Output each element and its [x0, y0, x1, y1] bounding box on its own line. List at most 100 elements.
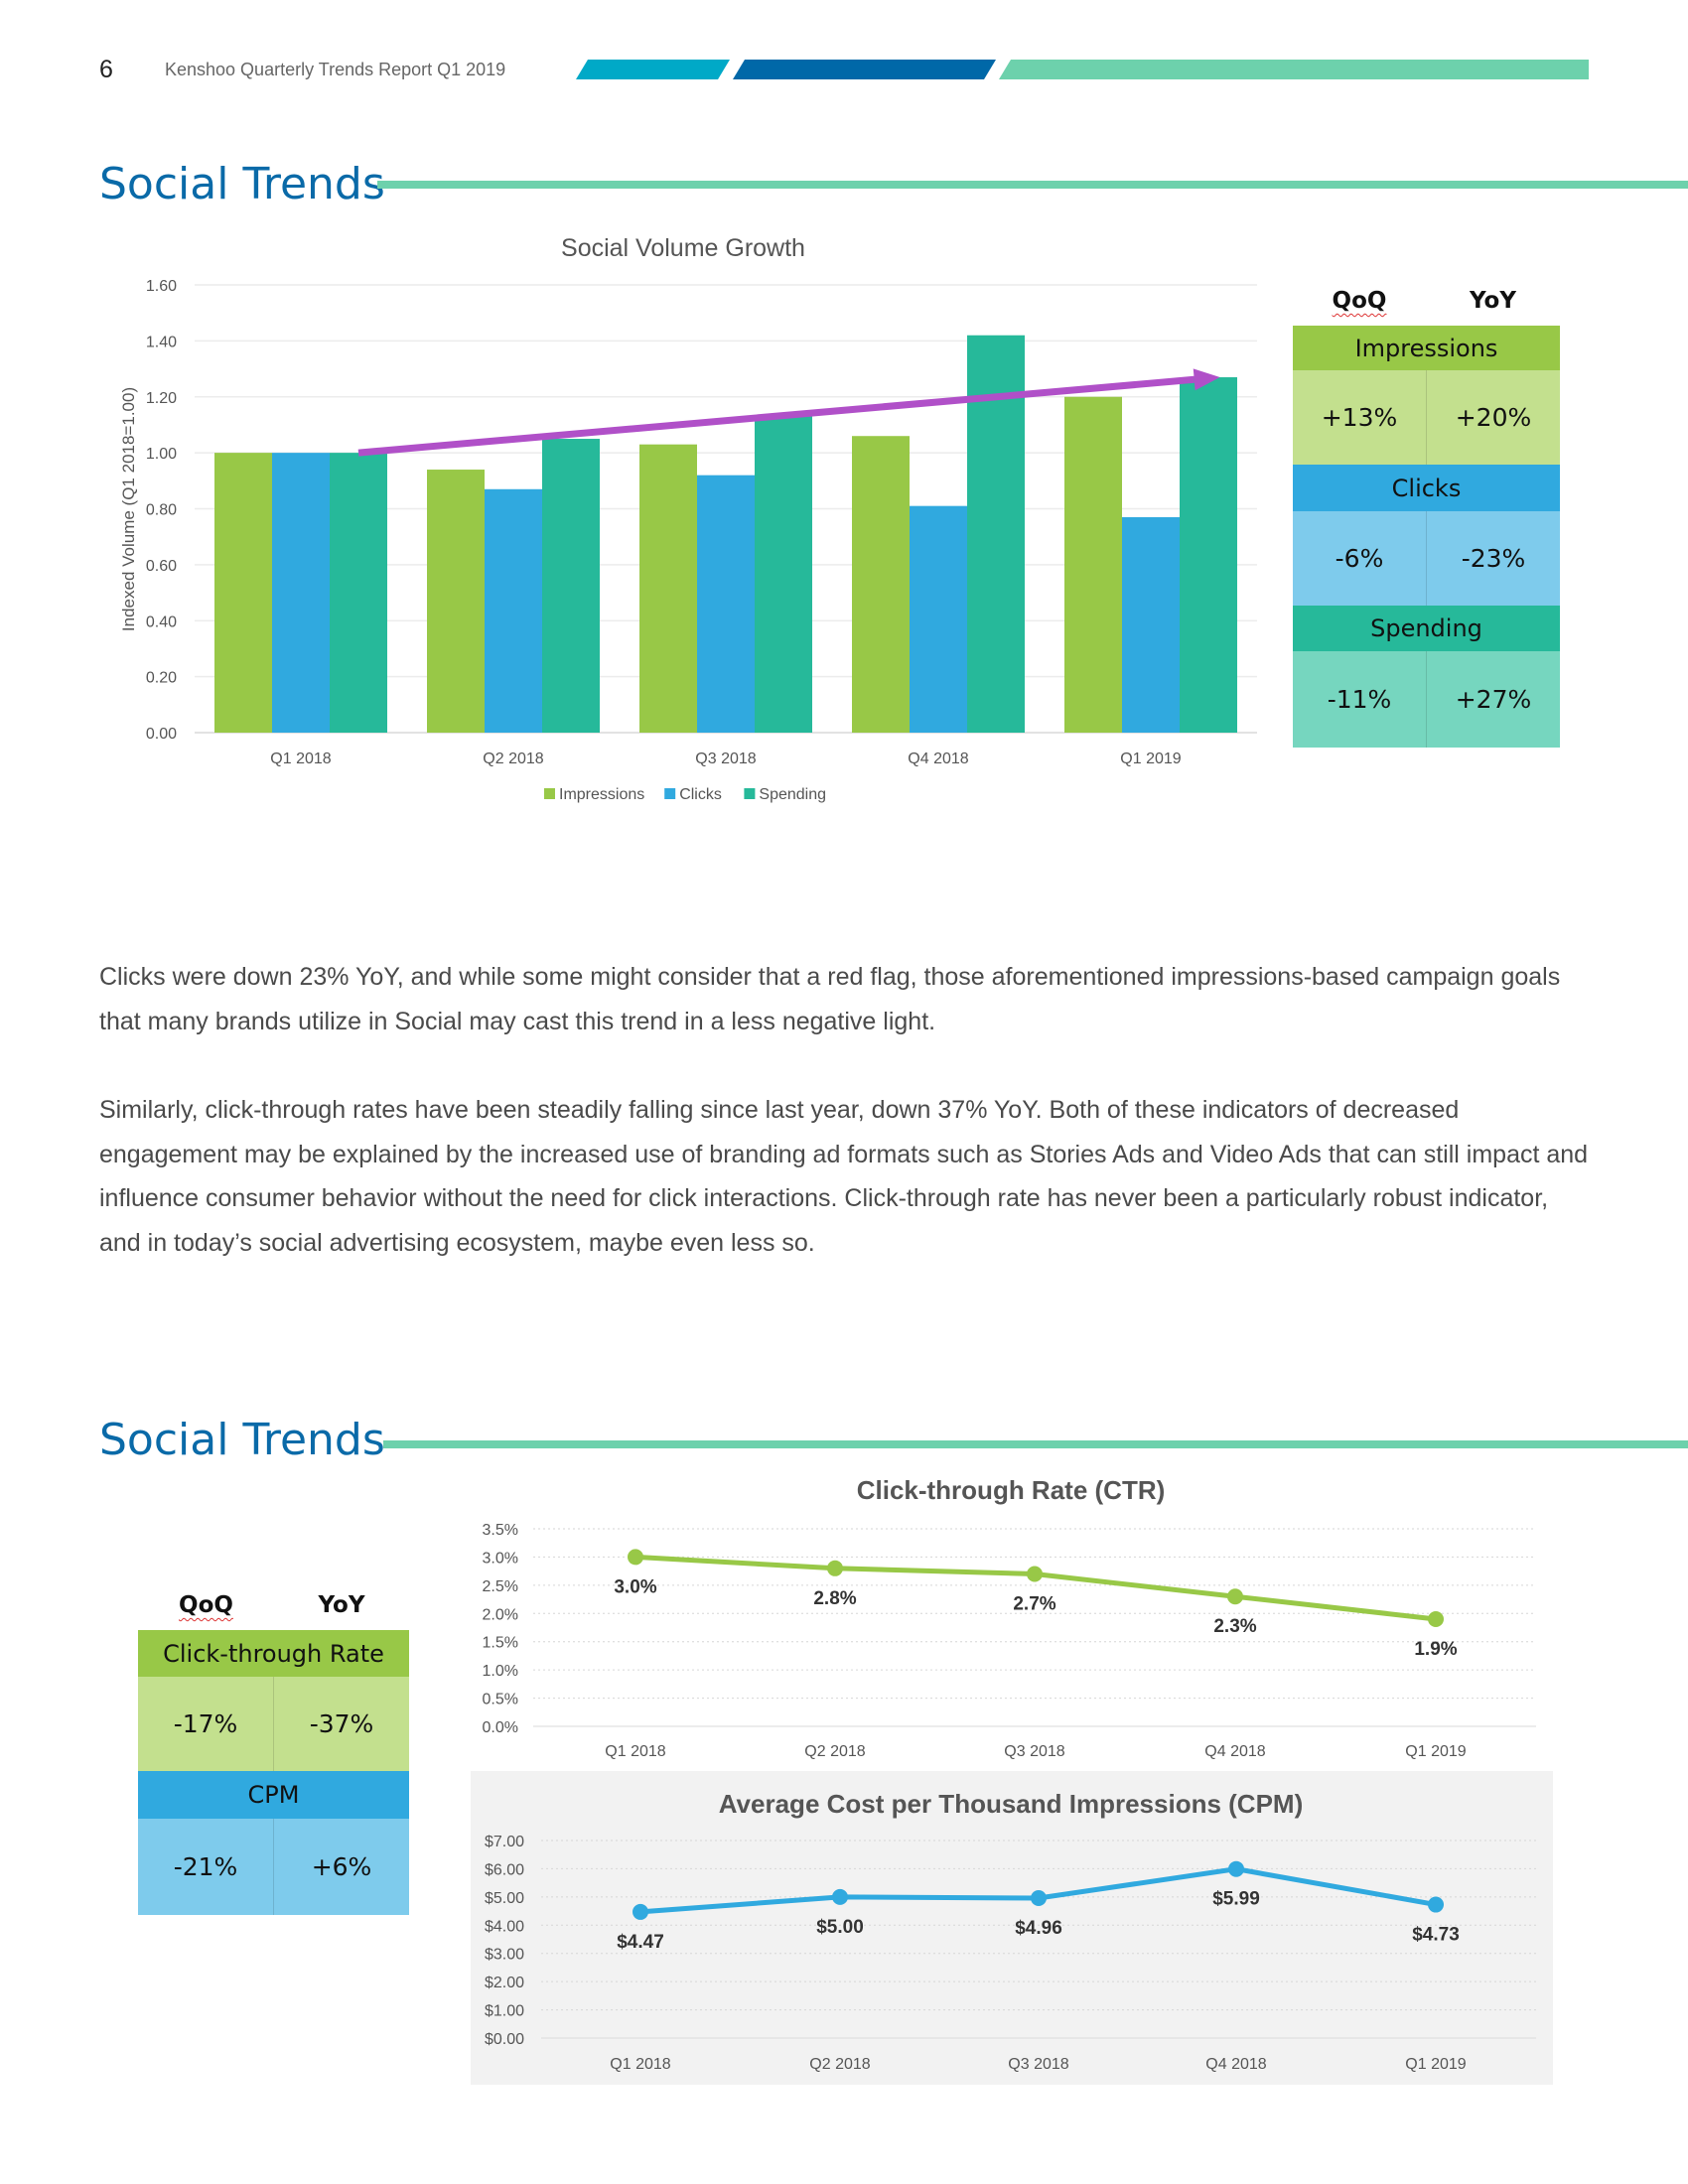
- row-label-cpm: CPM: [138, 1771, 409, 1819]
- bar-impressions: [639, 444, 697, 733]
- col-qoq: QoQ: [1332, 288, 1387, 314]
- row-values-clicks: -6% -23%: [1293, 511, 1560, 606]
- trend-arrow-line: [357, 375, 1196, 457]
- y-tick-label: $7.00: [485, 1834, 524, 1850]
- stripe-cyan: [576, 60, 730, 79]
- data-label: $4.96: [1015, 1918, 1062, 1939]
- row-label-spending: Spending: [1293, 606, 1560, 651]
- data-label: 2.7%: [1013, 1593, 1055, 1614]
- x-tick-label: Q1 2019: [1120, 751, 1181, 767]
- data-label: $4.47: [617, 1932, 664, 1953]
- spending-yoy: +27%: [1426, 651, 1560, 748]
- y-axis-title: Indexed Volume (Q1 2018=1.00): [119, 387, 138, 631]
- y-tick-label: 0.00: [146, 726, 177, 743]
- data-point: [1228, 1860, 1244, 1877]
- y-tick-label: 0.20: [146, 670, 177, 687]
- rate-change-table: QoQ YoY Click-through Rate -17% -37% CPM…: [138, 1592, 409, 1915]
- heading-rule-2: [383, 1440, 1688, 1448]
- data-point: [628, 1549, 643, 1566]
- y-tick-label: 1.5%: [483, 1635, 518, 1652]
- bar-impressions: [852, 436, 910, 733]
- legend-swatch-impressions: [544, 788, 555, 799]
- bar-impressions: [1064, 396, 1122, 733]
- x-tick-label: Q3 2018: [1004, 1743, 1064, 1760]
- x-tick-label: Q1 2018: [605, 1743, 665, 1760]
- data-point: [633, 1903, 648, 1920]
- y-tick-label: 1.40: [146, 334, 177, 350]
- y-tick-label: 0.80: [146, 502, 177, 519]
- x-tick-label: Q2 2018: [483, 751, 543, 767]
- y-tick-label: 0.40: [146, 614, 177, 630]
- x-tick-label: Q2 2018: [804, 1743, 865, 1760]
- page-number: 6: [99, 56, 113, 83]
- y-tick-label: 1.0%: [483, 1663, 518, 1680]
- ctr-qoq: -17%: [173, 1709, 238, 1738]
- trend-arrow-head: [1193, 368, 1220, 391]
- y-tick-label: 0.0%: [483, 1719, 518, 1736]
- row-values-ctr: -17% -37%: [138, 1677, 409, 1771]
- legend-label: Clicks: [679, 786, 722, 803]
- data-label: $5.99: [1212, 1889, 1260, 1910]
- bar-clicks: [697, 475, 755, 733]
- bar-spending: [542, 439, 600, 733]
- col-yoy: YoY: [318, 1592, 365, 1618]
- impressions-qoq: +13%: [1321, 403, 1398, 432]
- y-tick-label: 0.60: [146, 558, 177, 575]
- data-point: [1027, 1566, 1043, 1582]
- bar-spending: [1180, 377, 1237, 733]
- data-label: $5.00: [816, 1917, 864, 1938]
- y-tick-label: 1.60: [146, 278, 177, 295]
- x-tick-label: Q3 2018: [695, 751, 756, 767]
- data-label: 2.8%: [813, 1588, 856, 1609]
- y-tick-label: $1.00: [485, 2003, 524, 2020]
- spending-qoq: -11%: [1327, 685, 1392, 714]
- volume-change-table: QoQ YoY Impressions +13% +20% Clicks -6%…: [1293, 288, 1560, 748]
- y-tick-label: 2.0%: [483, 1606, 518, 1623]
- stripe-mint: [999, 60, 1589, 79]
- row-values-spending: -11% +27%: [1293, 651, 1560, 748]
- paragraph-ctr: Similarly, click-through rates have been…: [99, 1096, 1589, 1257]
- data-point: [1428, 1610, 1444, 1627]
- cpm-yoy: +6%: [273, 1819, 409, 1915]
- heading-rule: [377, 181, 1688, 189]
- report-title: Kenshoo Quarterly Trends Report Q1 2019: [165, 60, 506, 79]
- data-label: 1.9%: [1414, 1639, 1457, 1660]
- y-tick-label: $4.00: [485, 1918, 524, 1935]
- clicks-yoy: -23%: [1426, 511, 1560, 606]
- paragraph-clicks: Clicks were down 23% YoY, and while some…: [99, 963, 1561, 1035]
- clicks-qoq: -6%: [1335, 544, 1384, 573]
- section-heading-2: Social Trends: [99, 1415, 385, 1465]
- row-label-ctr: Click-through Rate: [138, 1630, 409, 1677]
- x-tick-label: Q2 2018: [809, 2056, 870, 2073]
- col-yoy: YoY: [1470, 288, 1516, 314]
- header-stripes: [576, 60, 1589, 79]
- x-tick-label: Q4 2018: [908, 751, 968, 767]
- data-label: 3.0%: [614, 1576, 656, 1597]
- row-values-cpm: -21% +6%: [138, 1819, 409, 1915]
- impressions-yoy: +20%: [1426, 370, 1560, 465]
- chart-title: Click-through Rate (CTR): [857, 1475, 1166, 1505]
- data-point: [1428, 1896, 1444, 1913]
- y-tick-label: 1.00: [146, 446, 177, 463]
- y-tick-label: $6.00: [485, 1861, 524, 1878]
- y-tick-label: 0.5%: [483, 1692, 518, 1708]
- bar-clicks: [910, 505, 967, 733]
- bar-spending: [330, 453, 387, 733]
- stripe-navy: [733, 60, 996, 79]
- legend-swatch-clicks: [664, 788, 676, 799]
- y-tick-label: 1.20: [146, 390, 177, 407]
- data-label: $4.73: [1412, 1925, 1460, 1946]
- x-tick-label: Q3 2018: [1008, 2056, 1068, 2073]
- bar-spending: [755, 416, 812, 733]
- bar-impressions: [427, 470, 485, 733]
- cpm-chart-background: [471, 1771, 1553, 2085]
- x-tick-label: Q4 2018: [1205, 2056, 1266, 2073]
- data-point: [1227, 1588, 1243, 1605]
- ctr-yoy: -37%: [273, 1677, 409, 1771]
- data-point: [1031, 1889, 1047, 1906]
- bar-clicks: [1122, 516, 1180, 733]
- legend-label: Impressions: [559, 786, 644, 803]
- x-tick-label: Q4 2018: [1204, 1743, 1265, 1760]
- data-point: [832, 1888, 848, 1905]
